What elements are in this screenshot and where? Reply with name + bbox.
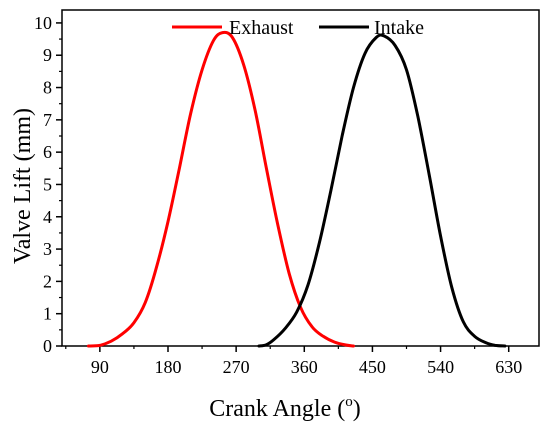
y-tick-label: 2 — [43, 271, 52, 291]
legend: Exhaust Intake — [172, 17, 424, 39]
x-tick-label: 270 — [223, 357, 250, 377]
y-tick-label: 4 — [43, 207, 52, 227]
y-tick-label: 0 — [43, 336, 52, 356]
x-tick-label: 630 — [495, 357, 522, 377]
y-tick-label: 6 — [43, 142, 52, 162]
plot-frame — [61, 9, 540, 347]
x-tick-label: 180 — [155, 357, 182, 377]
y-tick-label: 1 — [43, 304, 52, 324]
y-tick-label: 9 — [43, 45, 52, 65]
x-tick-label: 450 — [359, 357, 386, 377]
y-tick-label: 8 — [43, 78, 52, 98]
x-tick-label: 360 — [291, 357, 318, 377]
x-axis-ticks: 90 180 270 360 450 540 630 — [65, 346, 522, 377]
legend-label-exhaust: Exhaust — [229, 17, 294, 39]
x-tick-label: 540 — [427, 357, 454, 377]
x-axis-label-text: Crank Angle ( — [209, 396, 345, 422]
y-axis-label: Valve Lift (mm) — [10, 108, 36, 264]
series-layer — [87, 30, 507, 348]
x-axis-label: Crank Angle (o) — [209, 394, 360, 422]
y-axis-ticks: 0 1 2 3 4 5 6 7 8 9 10 — [34, 13, 62, 356]
series-line-intake — [257, 33, 507, 348]
x-axis-label-close: ) — [353, 396, 361, 422]
x-tick-label: 90 — [91, 357, 109, 377]
plot-border — [61, 9, 540, 347]
degree-symbol: o — [345, 394, 353, 410]
series-line-exhaust — [87, 30, 355, 348]
y-tick-label: 3 — [43, 239, 52, 259]
y-tick-label: 10 — [34, 13, 52, 33]
y-tick-label: 7 — [43, 110, 52, 130]
legend-label-intake: Intake — [374, 17, 424, 39]
y-tick-label: 5 — [43, 174, 52, 194]
